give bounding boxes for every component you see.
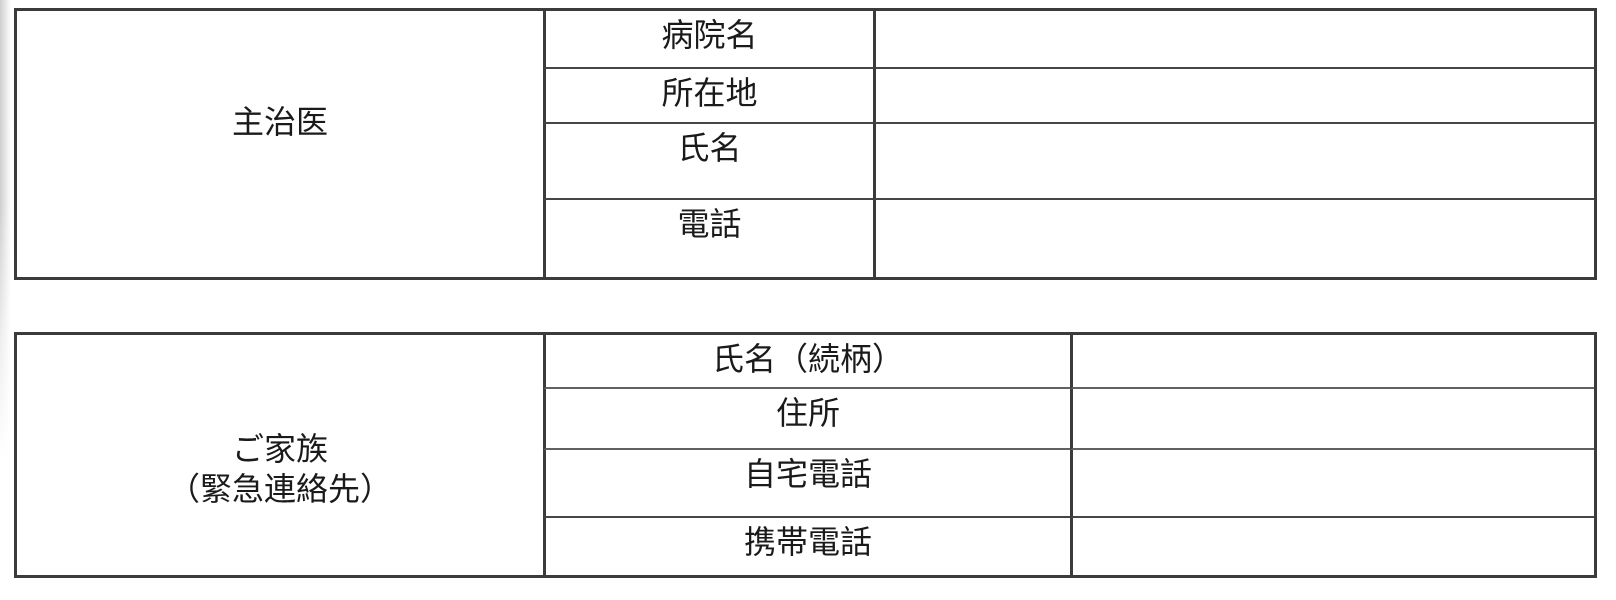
doctor-header-cell: 主治医 <box>17 11 543 277</box>
doctor-table: 主治医 病院名 所在地 氏名 電話 <box>14 8 1597 280</box>
doctor-name-label: 氏名 <box>543 124 873 200</box>
doctor-phone-label: 電話 <box>543 200 873 277</box>
page-edge-shadow <box>0 0 11 460</box>
family-address-field[interactable] <box>1070 389 1594 450</box>
hospital-name-label: 病院名 <box>543 11 873 69</box>
doctor-header-label: 主治医 <box>231 104 328 140</box>
home-phone-field[interactable] <box>1070 450 1594 518</box>
mobile-phone-field[interactable] <box>1070 518 1594 575</box>
family-header-line1: ご家族 <box>231 431 328 467</box>
family-name-relation-field[interactable] <box>1070 335 1594 389</box>
doctor-phone-field[interactable] <box>873 200 1594 277</box>
family-header-line2: （緊急連絡先） <box>167 471 392 507</box>
doctor-name-field[interactable] <box>873 124 1594 200</box>
family-address-label: 住所 <box>543 389 1070 450</box>
mobile-phone-label: 携帯電話 <box>543 518 1070 575</box>
family-name-relation-label: 氏名（続柄） <box>543 335 1070 389</box>
hospital-location-field[interactable] <box>873 69 1594 124</box>
hospital-location-label: 所在地 <box>543 69 873 124</box>
home-phone-label: 自宅電話 <box>543 450 1070 518</box>
family-table: ご家族 （緊急連絡先） 氏名（続柄） 住所 自宅電話 携帯電話 <box>14 332 1597 578</box>
family-header-cell: ご家族 （緊急連絡先） <box>17 335 543 575</box>
hospital-name-field[interactable] <box>873 11 1594 69</box>
